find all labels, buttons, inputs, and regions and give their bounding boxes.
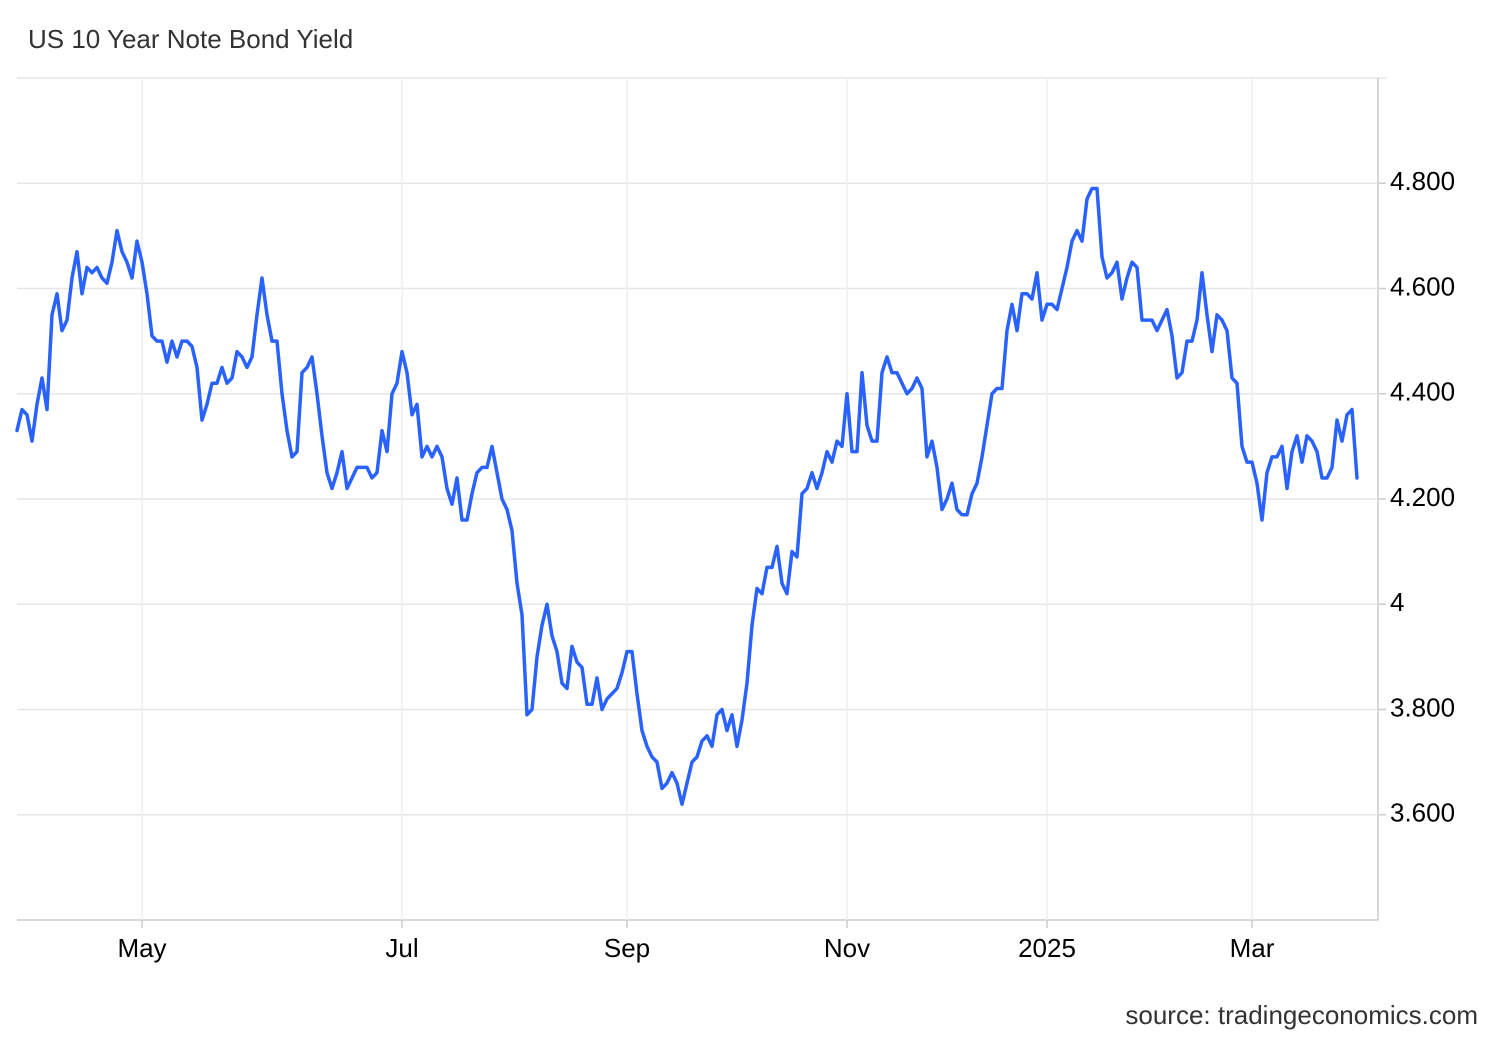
chart-title: US 10 Year Note Bond Yield bbox=[28, 24, 353, 54]
y-tick-label: 4 bbox=[1390, 587, 1404, 617]
source: source: tradingeconomics.com bbox=[1125, 1000, 1478, 1030]
x-tick-label: Sep bbox=[604, 933, 650, 963]
y-tick-label: 4.600 bbox=[1390, 271, 1455, 301]
x-tick-label: 2025 bbox=[1018, 933, 1076, 963]
yield-line bbox=[15, 186, 1359, 806]
x-tick-label: Jul bbox=[385, 933, 418, 963]
y-tick-label: 4.800 bbox=[1390, 166, 1455, 196]
x-tick-label: Nov bbox=[824, 933, 870, 963]
x-tick-label: May bbox=[117, 933, 166, 963]
y-tick-label: 3.600 bbox=[1390, 798, 1455, 828]
y-tick-label: 4.200 bbox=[1390, 482, 1455, 512]
x-tick-label: Mar bbox=[1230, 933, 1275, 963]
y-tick-label: 3.800 bbox=[1390, 692, 1455, 722]
y-tick-label: 4.400 bbox=[1390, 377, 1455, 407]
